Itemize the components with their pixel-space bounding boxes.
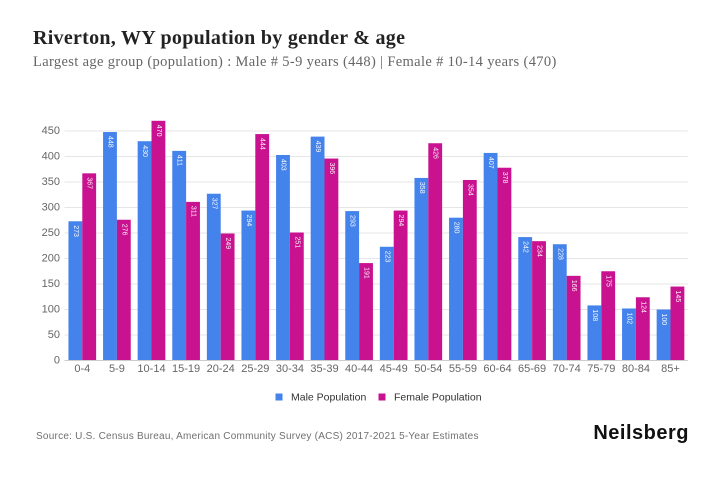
svg-text:124: 124 — [639, 301, 646, 313]
svg-text:367: 367 — [86, 177, 93, 189]
svg-text:Female Population: Female Population — [394, 392, 482, 404]
svg-text:55-59: 55-59 — [449, 363, 477, 375]
svg-text:250: 250 — [42, 227, 60, 239]
svg-text:25-29: 25-29 — [241, 363, 269, 375]
svg-text:439: 439 — [314, 141, 321, 153]
svg-text:5-9: 5-9 — [109, 363, 125, 375]
svg-text:85+: 85+ — [661, 363, 680, 375]
svg-text:50: 50 — [48, 329, 60, 341]
svg-text:80-84: 80-84 — [622, 363, 650, 375]
svg-text:300: 300 — [42, 202, 60, 214]
svg-text:407: 407 — [487, 157, 494, 169]
svg-text:65-69: 65-69 — [518, 363, 546, 375]
svg-text:400: 400 — [42, 151, 60, 163]
svg-text:102: 102 — [625, 312, 632, 324]
svg-text:0: 0 — [54, 355, 60, 367]
svg-text:242: 242 — [522, 241, 529, 253]
svg-text:311: 311 — [190, 206, 197, 217]
svg-text:234: 234 — [536, 245, 543, 257]
svg-text:293: 293 — [349, 215, 356, 227]
svg-text:403: 403 — [279, 159, 286, 171]
svg-text:228: 228 — [556, 248, 563, 260]
svg-text:75-79: 75-79 — [587, 363, 615, 375]
svg-text:426: 426 — [432, 147, 439, 159]
svg-text:100: 100 — [42, 304, 60, 316]
svg-text:358: 358 — [418, 182, 425, 194]
svg-text:191: 191 — [363, 267, 370, 279]
svg-text:60-64: 60-64 — [483, 363, 511, 375]
svg-text:145: 145 — [674, 291, 681, 303]
svg-text:15-19: 15-19 — [172, 363, 200, 375]
svg-text:50-54: 50-54 — [414, 363, 442, 375]
svg-text:350: 350 — [42, 176, 60, 188]
svg-text:0-4: 0-4 — [74, 363, 90, 375]
svg-text:150: 150 — [42, 278, 60, 290]
svg-text:327: 327 — [210, 198, 217, 210]
svg-text:354: 354 — [466, 184, 473, 196]
svg-text:294: 294 — [245, 215, 252, 227]
svg-text:30-34: 30-34 — [276, 363, 304, 375]
svg-text:294: 294 — [397, 215, 404, 227]
svg-text:444: 444 — [259, 138, 266, 150]
svg-text:411: 411 — [176, 155, 183, 166]
svg-text:45-49: 45-49 — [380, 363, 408, 375]
svg-text:223: 223 — [383, 251, 390, 263]
svg-text:378: 378 — [501, 172, 508, 184]
svg-text:276: 276 — [120, 224, 127, 236]
svg-text:100: 100 — [660, 314, 667, 326]
svg-text:280: 280 — [452, 222, 459, 234]
svg-text:450: 450 — [42, 125, 60, 137]
svg-text:251: 251 — [293, 236, 300, 248]
svg-text:108: 108 — [591, 309, 598, 321]
svg-text:10-14: 10-14 — [137, 363, 165, 375]
svg-text:448: 448 — [106, 136, 113, 148]
svg-text:396: 396 — [328, 163, 335, 175]
svg-text:166: 166 — [570, 280, 577, 292]
svg-text:35-39: 35-39 — [310, 363, 338, 375]
svg-text:Male Population: Male Population — [291, 392, 366, 404]
svg-text:249: 249 — [224, 238, 231, 250]
svg-text:273: 273 — [72, 225, 79, 237]
svg-text:175: 175 — [605, 275, 612, 287]
svg-text:470: 470 — [155, 125, 162, 137]
svg-text:70-74: 70-74 — [553, 363, 581, 375]
svg-text:200: 200 — [42, 253, 60, 265]
svg-text:40-44: 40-44 — [345, 363, 373, 375]
svg-text:430: 430 — [141, 145, 148, 157]
svg-text:20-24: 20-24 — [207, 363, 235, 375]
